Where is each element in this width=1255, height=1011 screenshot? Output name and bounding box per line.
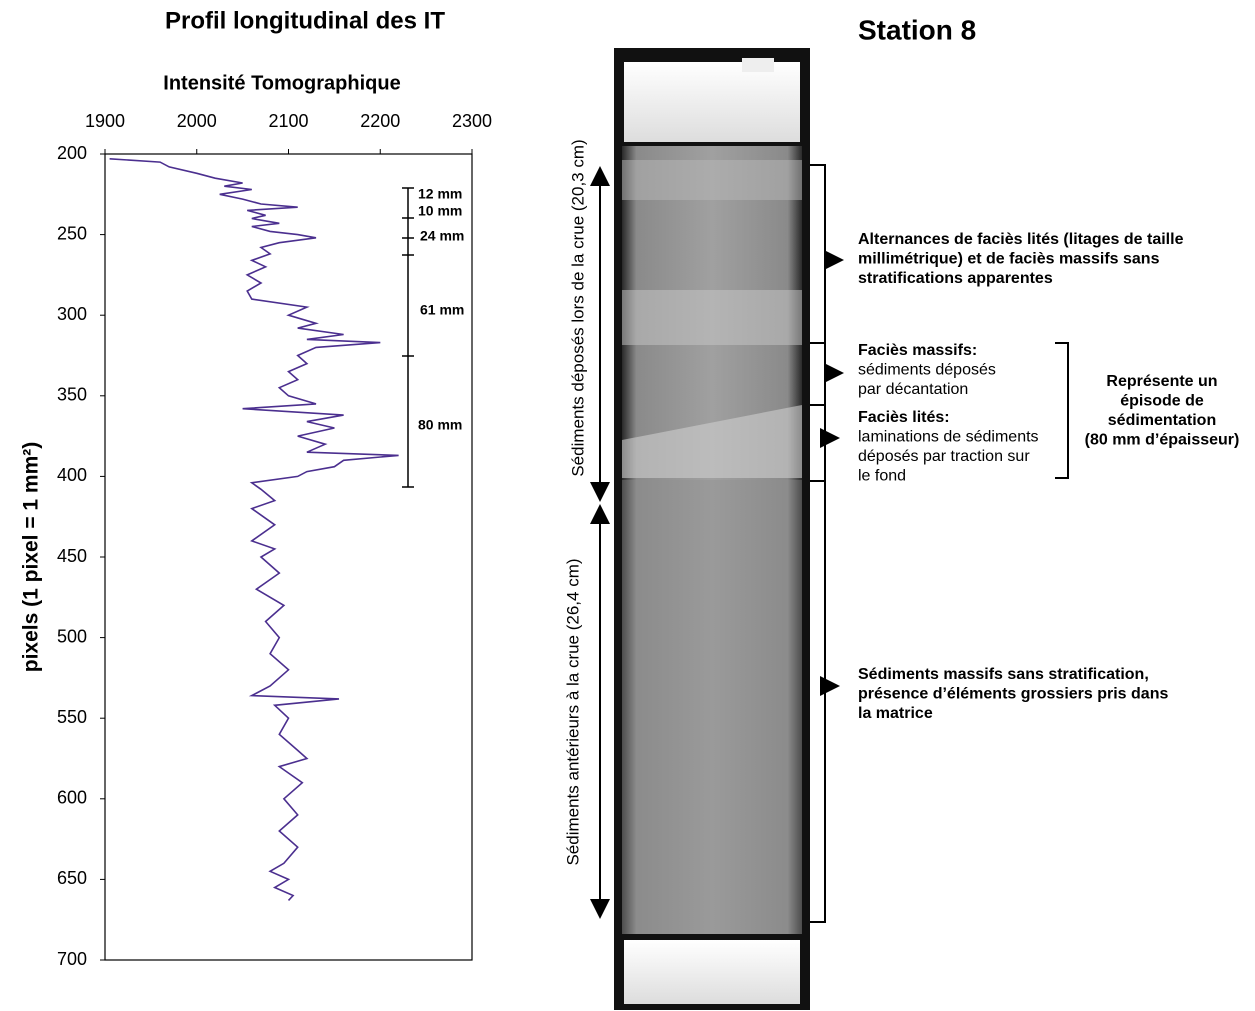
x-tick-label: 2000 <box>177 111 217 131</box>
note-line: déposés par traction sur <box>858 448 1030 465</box>
note-line: stratifications apparentes <box>858 270 1053 287</box>
episode-line: Représente un <box>1106 373 1217 390</box>
episode-line: épisode de <box>1120 393 1204 410</box>
core-image <box>614 48 810 1010</box>
note-line: par décantation <box>858 381 968 398</box>
y-tick-label: 250 <box>57 223 87 243</box>
x-tick-label: 2100 <box>268 111 308 131</box>
x-axis-title: Intensité Tomographique <box>163 72 400 94</box>
y-tick-label: 350 <box>57 385 87 405</box>
scale-label: 10 mm <box>418 203 462 219</box>
scale-label: 61 mm <box>420 302 464 318</box>
scale-label: 80 mm <box>418 417 462 433</box>
note-line: sédiments déposés <box>858 362 996 379</box>
note-line: Sédiments massifs sans stratification, <box>858 666 1149 683</box>
page: Profil longitudinal des IT Intensité Tom… <box>0 0 1255 1011</box>
y-tick-label: 400 <box>57 465 87 485</box>
x-tick-label: 1900 <box>85 111 125 131</box>
note-heading: Faciès massifs: <box>858 342 977 359</box>
episode-line: (80 mm d’épaisseur) <box>1085 432 1240 449</box>
y-tick-label: 550 <box>57 707 87 727</box>
note-line: la matrice <box>858 705 933 722</box>
y-axis-title: pixels (1 pixel = 1 mm²) <box>20 442 43 673</box>
note-line: laminations de sédiments <box>858 429 1039 446</box>
side-label: Sédiments déposés lors de la crue (20,3 … <box>568 139 587 476</box>
chart-title: Profil longitudinal des IT <box>165 7 445 34</box>
y-tick-label: 300 <box>57 304 87 324</box>
y-tick-label: 200 <box>57 143 87 163</box>
note-line: présence d’éléments grossiers pris dans <box>858 686 1168 703</box>
y-tick-label: 650 <box>57 868 87 888</box>
note-line: Alternances de faciès lités (litages de … <box>858 231 1184 248</box>
note-line: millimétrique) et de faciès massifs sans <box>858 251 1160 268</box>
y-tick-label: 450 <box>57 546 87 566</box>
x-tick-label: 2200 <box>360 111 400 131</box>
x-tick-label: 2300 <box>452 111 492 131</box>
episode-line: sédimentation <box>1108 412 1216 429</box>
y-tick-label: 500 <box>57 626 87 646</box>
y-tick-label: 600 <box>57 788 87 808</box>
y-tick-label: 700 <box>57 949 87 969</box>
scale-label: 12 mm <box>418 186 462 202</box>
scale-label: 24 mm <box>420 228 464 244</box>
note-line: le fond <box>858 468 906 485</box>
diagram-title: Station 8 <box>858 14 976 45</box>
note-heading: Faciès lités: <box>858 409 950 426</box>
side-label: Sédiments antérieurs à la crue (26,4 cm) <box>563 558 582 865</box>
profile-line <box>110 159 399 901</box>
